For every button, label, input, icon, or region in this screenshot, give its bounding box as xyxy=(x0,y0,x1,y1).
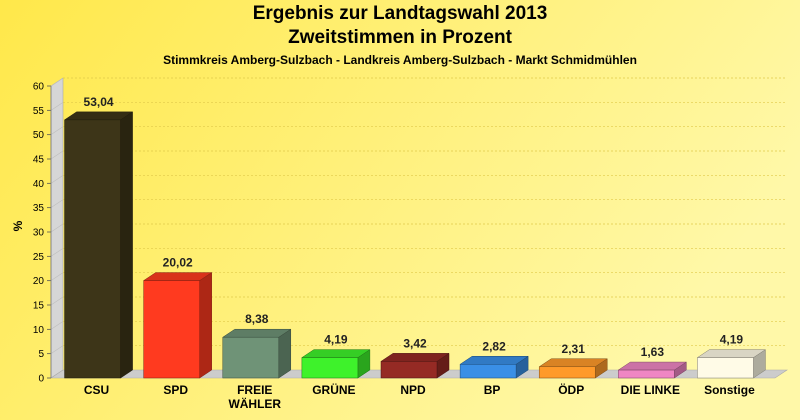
bar-sonstige xyxy=(696,349,767,379)
gridline-depth xyxy=(50,150,64,160)
bar-top xyxy=(538,358,609,368)
bar-side xyxy=(199,272,212,379)
bar-die-linke xyxy=(617,361,688,379)
y-tick-label: 20 xyxy=(33,276,45,287)
y-axis: 0 5 10 15 20 25 30 35 40 45 50 55 60 xyxy=(33,82,52,385)
bar-front xyxy=(380,361,438,379)
bar-front xyxy=(143,280,200,379)
x-tick-label: ÖDP xyxy=(558,382,584,397)
bar-top xyxy=(142,272,213,281)
gridline-depth xyxy=(50,296,64,306)
bar-top xyxy=(696,349,767,358)
y-tick-label: 5 xyxy=(38,349,44,360)
bar-front xyxy=(222,336,280,379)
y-tick-label: 50 xyxy=(33,130,45,141)
y-axis-label: % xyxy=(11,220,25,231)
x-tick-label: Sonstige xyxy=(704,383,755,397)
y-tick-label: 0 xyxy=(38,374,44,385)
y-tick-label: 15 xyxy=(33,301,45,312)
gridline-depth xyxy=(50,223,64,233)
x-tick-label: BP xyxy=(484,383,501,397)
y-tick-label: 25 xyxy=(33,252,45,263)
bar-front xyxy=(301,357,359,379)
value-label: 2,31 xyxy=(562,342,586,356)
value-label: 1,63 xyxy=(641,345,665,359)
bar-ödp xyxy=(538,358,609,379)
bar-bp xyxy=(459,355,529,379)
bar-front xyxy=(618,369,675,379)
gridline-depth xyxy=(50,345,64,354)
bar-top xyxy=(459,356,529,365)
x-tick-label-line: WÄHLER xyxy=(228,396,281,411)
x-tick-label: GRÜNE xyxy=(312,382,355,397)
bar-front xyxy=(459,364,517,379)
gridline-depth xyxy=(50,199,64,208)
y-tick-label: 35 xyxy=(33,203,45,214)
bar-front xyxy=(538,366,596,379)
bar-csu xyxy=(63,111,134,379)
gridline-depth xyxy=(50,102,64,111)
gridline-depth xyxy=(50,272,64,281)
y-tick-label: 30 xyxy=(33,228,45,239)
x-axis-labels: CSU SPD FREIE WÄHLER GRÜNE NPD BP ÖDP DIE LINKE S… xyxy=(84,382,755,411)
y-tick-label: 60 xyxy=(33,82,45,93)
y-tick-label: 40 xyxy=(33,179,45,190)
x-tick-label: DIE LINKE xyxy=(621,383,680,397)
bar-side xyxy=(278,328,292,379)
value-label: 53,04 xyxy=(84,95,114,109)
gridline-depth xyxy=(50,77,64,87)
chart-title-line-2: Zweitstimmen in Prozent xyxy=(288,27,512,48)
gridline-depth xyxy=(50,248,64,257)
x-tick-label-line: FREIE xyxy=(237,383,272,397)
bar-top xyxy=(63,111,134,121)
bar-top xyxy=(380,353,450,362)
x-tick-label: FREIE WÄHLER xyxy=(228,383,281,411)
gridline-depth xyxy=(50,321,64,330)
bar-npd xyxy=(380,352,450,379)
value-label: 2,82 xyxy=(482,339,506,353)
bar-top xyxy=(221,328,292,338)
bar-grüne xyxy=(301,349,371,379)
bar-top xyxy=(617,361,688,371)
y-tick-label: 10 xyxy=(33,325,45,336)
y-tick-label: 55 xyxy=(33,106,45,117)
chart-subtitle: Stimmkreis Amberg-Sulzbach - Landkreis A… xyxy=(163,53,637,67)
bar-front xyxy=(64,119,121,379)
bar-front xyxy=(697,357,754,379)
chart-title: Ergebnis zur Landtagswahl 2013 xyxy=(252,3,548,24)
gridline-depth xyxy=(50,126,64,135)
value-label: 20,02 xyxy=(163,256,193,270)
bar-side xyxy=(120,111,133,379)
value-labels: 53,04 20,02 8,38 4,19 3,42 2,82 2,31 1,63 4,19 xyxy=(84,95,744,359)
x-tick-label: SPD xyxy=(163,383,188,397)
gridline-depth xyxy=(50,175,64,184)
value-label: 3,42 xyxy=(403,336,427,350)
value-label: 8,38 xyxy=(245,312,269,326)
bar-spd xyxy=(142,272,213,379)
x-tick-label: NPD xyxy=(400,383,426,397)
x-tick-label: CSU xyxy=(84,383,109,397)
y-tick-label: 45 xyxy=(33,155,45,166)
bar-top xyxy=(301,349,371,358)
bars xyxy=(63,111,767,379)
bar-freie-wähler xyxy=(221,328,292,379)
value-label: 4,19 xyxy=(324,333,348,347)
value-label: 4,19 xyxy=(720,333,744,347)
